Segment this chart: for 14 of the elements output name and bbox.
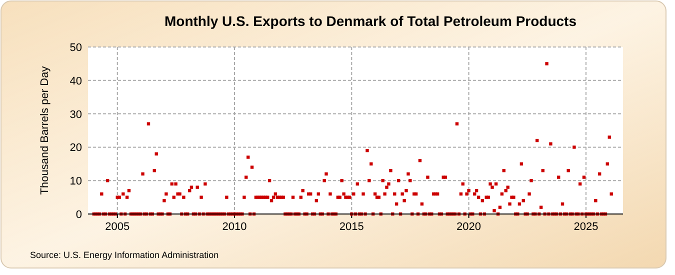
x-tick-label: 2020 [456, 221, 482, 233]
y-tick-label: 10 [70, 176, 82, 188]
chart-title: Monthly U.S. Exports to Denmark of Total Petroleum Products [164, 13, 577, 29]
x-tick-label: 2015 [339, 221, 364, 233]
x-tick-label: 2010 [222, 221, 247, 233]
y-tick-label: 40 [70, 75, 82, 88]
x-tick-label: 2025 [574, 221, 598, 233]
source-note: Source: U.S. Energy Information Administration [30, 250, 219, 260]
y-tick-label: 30 [70, 108, 82, 121]
y-tick-label: 20 [70, 142, 82, 154]
y-axis-title: Thousand Barrels per Day [39, 66, 51, 195]
x-tick-label: 2005 [105, 221, 130, 233]
y-tick-label: 50 [70, 42, 82, 54]
y-tick-label: 0 [76, 209, 82, 221]
